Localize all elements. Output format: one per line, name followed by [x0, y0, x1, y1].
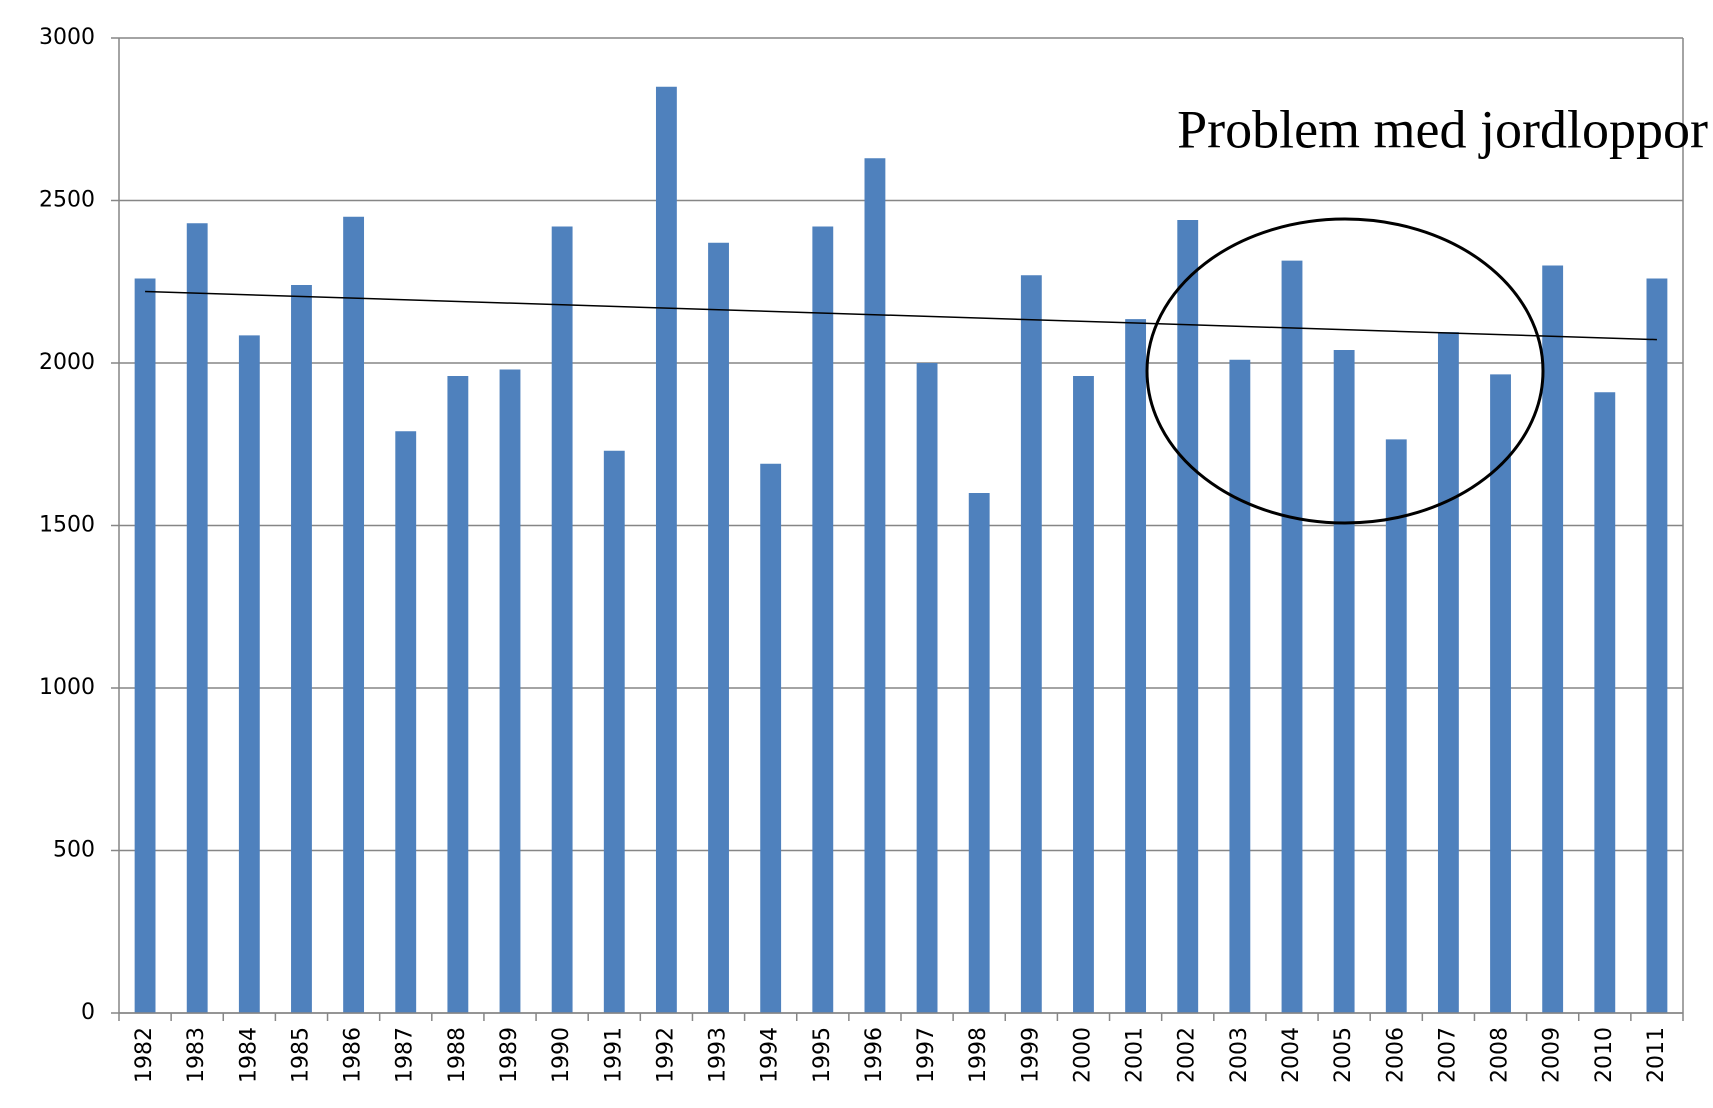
x-tick-label: 2003	[1227, 1027, 1252, 1083]
bar	[134, 278, 156, 1013]
x-tick-label: 1999	[1018, 1027, 1043, 1083]
bar	[916, 363, 938, 1013]
x-tick-label: 1982	[132, 1027, 157, 1083]
x-tick-label: 1997	[914, 1027, 939, 1083]
bar	[1281, 260, 1303, 1013]
x-tick-label: 1995	[810, 1027, 835, 1083]
y-tick-label: 0	[81, 1000, 95, 1025]
bar	[1385, 439, 1407, 1013]
bar	[343, 216, 365, 1013]
bar	[1177, 220, 1199, 1013]
bar	[812, 226, 834, 1013]
bar	[551, 226, 573, 1013]
x-tick-label: 1986	[341, 1027, 366, 1083]
y-tick-label: 2000	[39, 350, 95, 375]
y-tick-label: 2500	[39, 188, 95, 213]
highlight-ellipse	[1145, 217, 1545, 525]
x-tick-label: 1987	[393, 1027, 418, 1083]
bar	[1646, 278, 1668, 1013]
x-tick-label: 2011	[1644, 1027, 1669, 1083]
x-tick-label: 1984	[236, 1027, 261, 1083]
x-tick-label: 2001	[1123, 1027, 1148, 1083]
y-tick-label: 1500	[39, 513, 95, 538]
x-tick-label: 1985	[288, 1027, 313, 1083]
x-tick-label: 1992	[653, 1027, 678, 1083]
x-tick-label: 2010	[1592, 1027, 1617, 1083]
annotation: Problem med jordloppor	[1177, 99, 1708, 159]
x-tick-label: 1994	[758, 1027, 783, 1083]
x-tick-label: 1988	[445, 1027, 470, 1083]
x-tick-label: 2000	[1070, 1027, 1095, 1083]
x-tick-label: 1996	[862, 1027, 887, 1083]
bar	[655, 86, 677, 1013]
bar	[1229, 359, 1251, 1013]
bar	[291, 285, 312, 1013]
bar	[760, 463, 782, 1013]
x-tick-label: 2004	[1279, 1027, 1304, 1083]
x-tick-label: 2007	[1435, 1027, 1460, 1083]
bar	[864, 158, 886, 1013]
x-tick-label: 2005	[1331, 1027, 1356, 1083]
bar	[395, 431, 417, 1013]
x-tick-label: 2006	[1383, 1027, 1408, 1083]
bar	[238, 335, 260, 1013]
trendline	[145, 290, 1657, 341]
bar	[447, 376, 469, 1013]
bar	[499, 369, 521, 1013]
x-tick-label: 2008	[1488, 1027, 1513, 1083]
y-tick-label: 1000	[39, 675, 95, 700]
bar	[1437, 332, 1459, 1013]
bar	[1125, 319, 1147, 1013]
bar	[603, 450, 625, 1013]
bar	[1594, 392, 1616, 1013]
y-tick-label: 3000	[39, 25, 95, 50]
x-tick-label: 1983	[184, 1027, 209, 1083]
bar	[968, 493, 990, 1013]
y-tick-label: 500	[53, 838, 95, 863]
x-tick-label: 1990	[549, 1027, 574, 1083]
bar	[1020, 275, 1042, 1013]
bar	[1333, 350, 1355, 1013]
x-tick-label: 1991	[601, 1027, 626, 1083]
x-tick-label: 2009	[1540, 1027, 1565, 1083]
x-tick-label: 2002	[1175, 1027, 1200, 1083]
x-tick-label: 1993	[706, 1027, 731, 1083]
x-tick-label: 1998	[966, 1027, 991, 1083]
bar	[1490, 374, 1511, 1013]
x-tick-label: 1989	[497, 1027, 522, 1083]
bar	[1073, 376, 1094, 1013]
bar	[186, 223, 208, 1013]
bar	[708, 242, 729, 1013]
bar	[1542, 265, 1564, 1013]
